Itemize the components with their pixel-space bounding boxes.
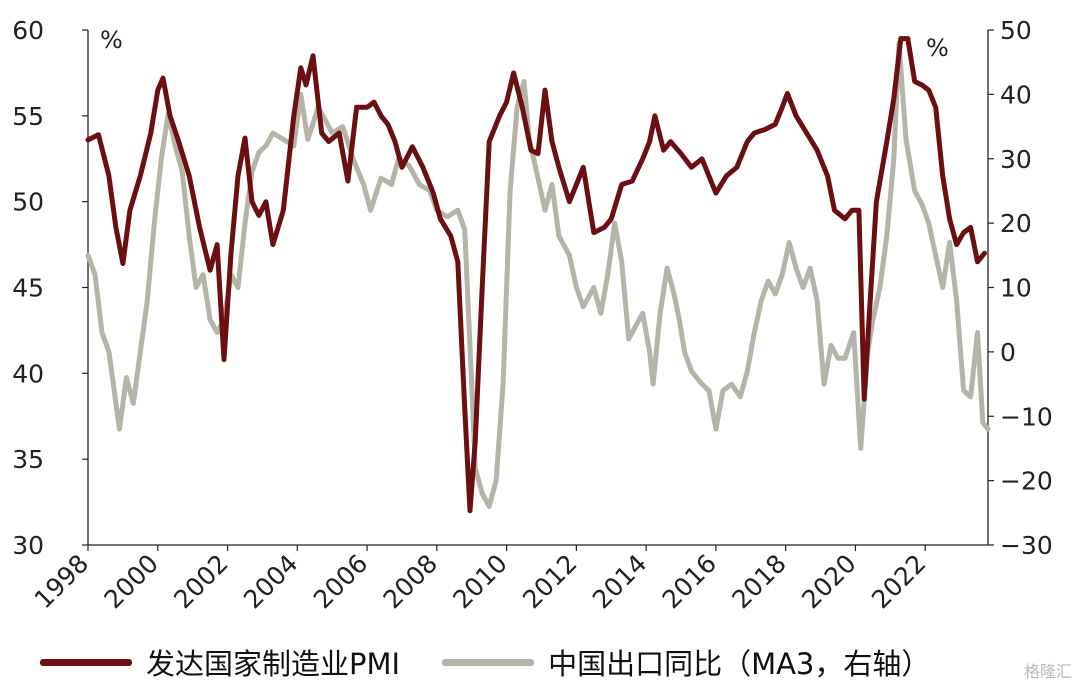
legend-item-export: 中国出口同比（MA3，右轴） bbox=[442, 641, 930, 683]
left-tick-label: 55 bbox=[12, 102, 44, 131]
legend-swatch-pmi bbox=[40, 658, 132, 666]
right-tick-label: −20 bbox=[1000, 467, 1053, 496]
x-tick-label: 2018 bbox=[726, 549, 791, 614]
legend-item-pmi: 发达国家制造业PMI bbox=[40, 641, 400, 683]
legend-label-export: 中国出口同比（MA3，右轴） bbox=[548, 647, 931, 681]
right-tick-label: 30 bbox=[1000, 145, 1032, 174]
x-tick-label: 2020 bbox=[796, 549, 861, 614]
left-y-axis: 30 35 40 45 50 55 60 bbox=[12, 16, 88, 560]
legend-swatch-export bbox=[442, 658, 535, 666]
left-tick-label: 60 bbox=[12, 16, 44, 45]
x-tick-label: 2002 bbox=[168, 549, 233, 614]
series-layer bbox=[85, 36, 991, 514]
left-tick-label: 45 bbox=[12, 274, 44, 303]
series-line-export bbox=[85, 40, 991, 509]
x-tick-label: 2022 bbox=[866, 549, 931, 614]
right-tick-label: −30 bbox=[1000, 531, 1053, 560]
chart-canvas: 30 35 40 45 50 55 60 −30 −20 −10 0 10 20 30 40 50 1998… bbox=[12, 16, 1053, 614]
watermark: 格隆汇 bbox=[1023, 662, 1072, 681]
series-line-pmi bbox=[85, 36, 987, 514]
right-tick-label: 0 bbox=[1000, 338, 1016, 367]
x-tick-label: 2016 bbox=[657, 549, 722, 614]
right-tick-label: 50 bbox=[1000, 16, 1032, 45]
right-axis-unit: % bbox=[926, 34, 949, 62]
x-axis: 1998 2000 2002 2004 2006 2008 2010 2012 2014 2016… bbox=[29, 545, 931, 614]
x-tick-label: 2008 bbox=[378, 549, 443, 614]
left-tick-label: 30 bbox=[12, 531, 44, 560]
legend-label-pmi: 发达国家制造业PMI bbox=[146, 647, 401, 681]
plot-frame bbox=[87, 30, 989, 546]
right-y-axis: −30 −20 −10 0 10 20 30 40 50 bbox=[988, 16, 1053, 560]
legend: 发达国家制造业PMI 中国出口同比（MA3，右轴） bbox=[40, 640, 1080, 684]
x-tick-label: 2000 bbox=[99, 549, 164, 614]
right-tick-label: −10 bbox=[1000, 402, 1053, 431]
x-tick-label: 2010 bbox=[447, 549, 512, 614]
x-tick-label: 2006 bbox=[308, 549, 373, 614]
right-tick-label: 10 bbox=[1000, 274, 1032, 303]
x-tick-label: 2004 bbox=[238, 549, 303, 614]
x-tick-label: 2014 bbox=[587, 549, 652, 614]
right-tick-label: 40 bbox=[1000, 80, 1032, 109]
x-tick-label: 2012 bbox=[517, 549, 582, 614]
left-axis-unit: % bbox=[100, 26, 123, 54]
right-tick-label: 20 bbox=[1000, 209, 1032, 238]
left-tick-label: 50 bbox=[12, 188, 44, 217]
left-tick-label: 40 bbox=[12, 359, 44, 388]
left-tick-label: 35 bbox=[12, 445, 44, 474]
